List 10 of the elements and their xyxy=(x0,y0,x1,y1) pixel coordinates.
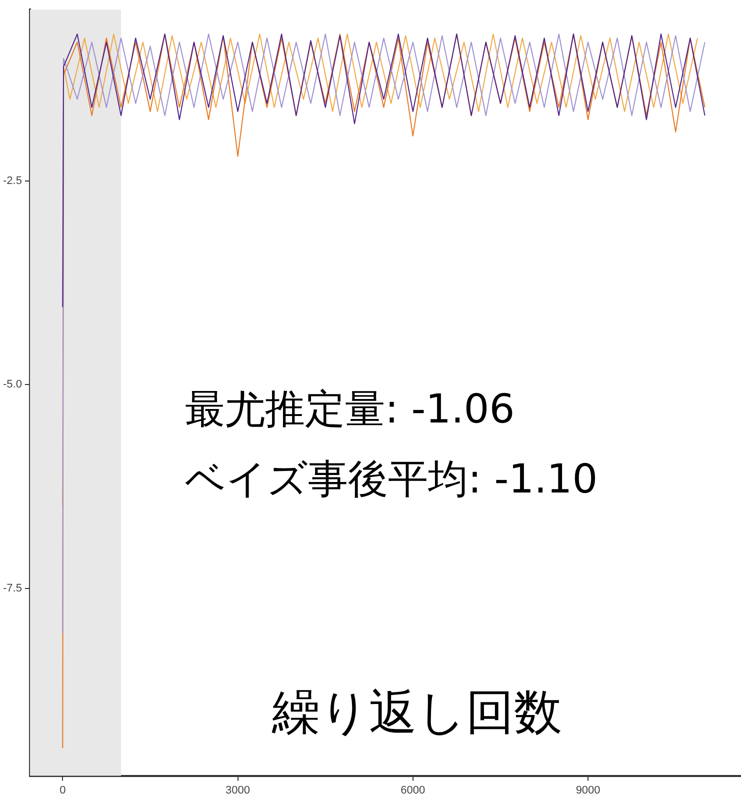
x-tick-label: 9000 xyxy=(576,784,600,796)
x-tick-label: 3000 xyxy=(226,784,250,796)
annotation: 最尤推定量: -1.06 xyxy=(185,386,515,432)
x-tick-label: 6000 xyxy=(400,784,426,796)
x-tick-label: 0 xyxy=(60,784,66,796)
y-tick-label: -2.5 xyxy=(2,174,22,187)
annotation: ベイズ事後平均: -1.10 xyxy=(185,456,598,502)
y-tick-label: -7.5 xyxy=(2,582,22,594)
y-tick-label: -5.0 xyxy=(2,378,22,391)
x-axis-title: 繰り返し回数 xyxy=(271,684,562,740)
